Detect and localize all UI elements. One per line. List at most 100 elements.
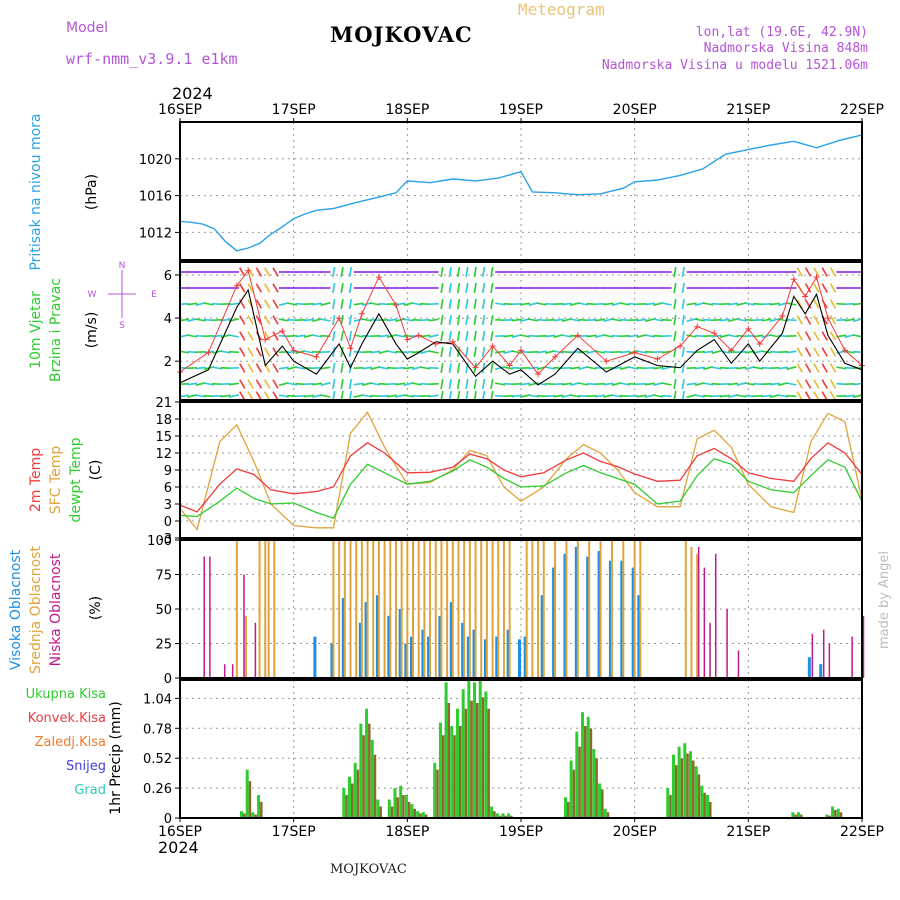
wind-arrow: [187, 350, 198, 354]
wind-arrow: [473, 330, 477, 342]
wind-gust-marker: [375, 274, 382, 281]
temp-ytick-label: 0: [164, 515, 172, 530]
wind-arrow: [332, 298, 336, 310]
wind-arrow: [448, 266, 452, 278]
wind-arrow: [836, 382, 847, 386]
wind-arrow: [553, 318, 564, 322]
precip-conv-bar: [606, 812, 610, 818]
wind-gust-marker: [790, 276, 797, 283]
wind-arrow: [332, 314, 336, 326]
wind-gust-marker: [728, 347, 735, 354]
wind-arrow: [673, 362, 677, 374]
wind-arrow: [711, 302, 722, 306]
compass-w-label: W: [88, 290, 97, 300]
wind-arrow: [561, 394, 572, 398]
precip-total-bar: [706, 795, 710, 818]
wind-arrow: [744, 302, 755, 306]
wind-arrow: [353, 318, 364, 322]
wind-arrow: [673, 330, 677, 342]
wind-arrow: [448, 362, 452, 374]
wind-arrow: [719, 394, 730, 398]
wind-arrow: [786, 350, 797, 354]
wind-arrow: [278, 334, 289, 338]
wind-arrow: [440, 266, 444, 278]
x-tick-label-bottom: 21SEP: [726, 824, 770, 840]
mid-cloud-bar: [463, 540, 466, 678]
wind-gust-marker: [694, 323, 701, 330]
low-cloud-bar: [851, 636, 853, 678]
mid-cloud-bar: [366, 540, 369, 678]
precip-total-bar: [450, 726, 454, 818]
high-cloud-bar: [540, 595, 544, 678]
wind-arrow: [495, 394, 506, 398]
wind-arrow: [686, 394, 697, 398]
x-tick-label-top: 22SEP: [840, 102, 884, 118]
wind-arrow: [247, 331, 254, 341]
wind-arrow: [220, 366, 231, 370]
wind-arrow: [247, 283, 254, 293]
wind-arrow: [611, 334, 622, 338]
wind-arrow: [247, 391, 254, 401]
wind-arrow: [503, 350, 514, 354]
precip-total-bar: [592, 749, 596, 818]
wind-arrow: [686, 382, 697, 386]
wind-arrow: [465, 298, 469, 310]
wind-arrow: [536, 318, 547, 322]
wind-arrow: [686, 334, 697, 338]
wind-arrow: [844, 318, 855, 322]
mid-cloud-bar: [610, 540, 613, 678]
wind-arrow: [473, 282, 477, 294]
wind-gust-marker: [313, 353, 320, 360]
mid-cloud-bar: [273, 540, 276, 678]
precip-total-bar: [410, 804, 414, 818]
temp-unit-label: (C): [88, 460, 104, 481]
wind-arrow: [821, 331, 828, 341]
precip-total-bar: [444, 682, 448, 818]
precip-conv-bar: [260, 801, 263, 818]
mid-cloud-bar: [474, 540, 477, 678]
wind-arrow: [490, 282, 494, 294]
mid-cloud-bar: [451, 540, 454, 678]
mid-cloud-bar: [349, 540, 352, 678]
wind-arrow: [212, 334, 223, 338]
wind-gust-marker: [233, 282, 240, 289]
mid-cloud-bar: [525, 540, 528, 678]
wind-arrow: [395, 350, 406, 354]
precip-conv-bar: [390, 806, 394, 818]
wind-arrow: [287, 350, 298, 354]
wind-arrow: [813, 267, 820, 277]
pressure-ytick-label: 1012: [139, 226, 172, 241]
cloud-unit-label: (%): [88, 596, 104, 620]
wind-arrow: [694, 302, 705, 306]
precip-conv-bar: [345, 795, 348, 818]
mid-cloud-bar: [377, 540, 380, 678]
wind-arrow: [796, 347, 803, 357]
wind-arrow: [481, 330, 486, 342]
wind-arrow: [187, 382, 198, 386]
wind-arrow: [448, 298, 452, 310]
precip-total-bar: [416, 811, 420, 818]
wind-arrow: [561, 318, 572, 322]
wind-arrow: [636, 366, 647, 370]
wind-arrow: [411, 394, 423, 398]
mid-cloud-bar: [537, 540, 540, 678]
precip-total-bar: [467, 680, 471, 818]
precip-conv-bar: [595, 758, 598, 818]
wind-arrow: [686, 318, 697, 322]
wind-arrow: [728, 334, 739, 338]
wind-arrow: [239, 315, 246, 325]
wind-arrow: [403, 334, 414, 338]
high-cloud-bar: [330, 643, 334, 678]
wind-arrow: [553, 350, 564, 354]
mid-cloud-bar: [599, 540, 602, 678]
wind-arrow: [844, 394, 855, 398]
wind-arrow: [796, 363, 803, 373]
wind-arrow: [628, 334, 639, 338]
legend-konvek-kisa: Konvek.Kisa: [28, 711, 106, 726]
wind-arrow: [636, 350, 647, 354]
wind-arrow: [681, 378, 685, 390]
precip-total-bar: [399, 785, 403, 818]
precip-total-bar: [376, 799, 380, 818]
high-cloud-bar: [341, 597, 345, 678]
wind-arrow: [703, 350, 714, 354]
